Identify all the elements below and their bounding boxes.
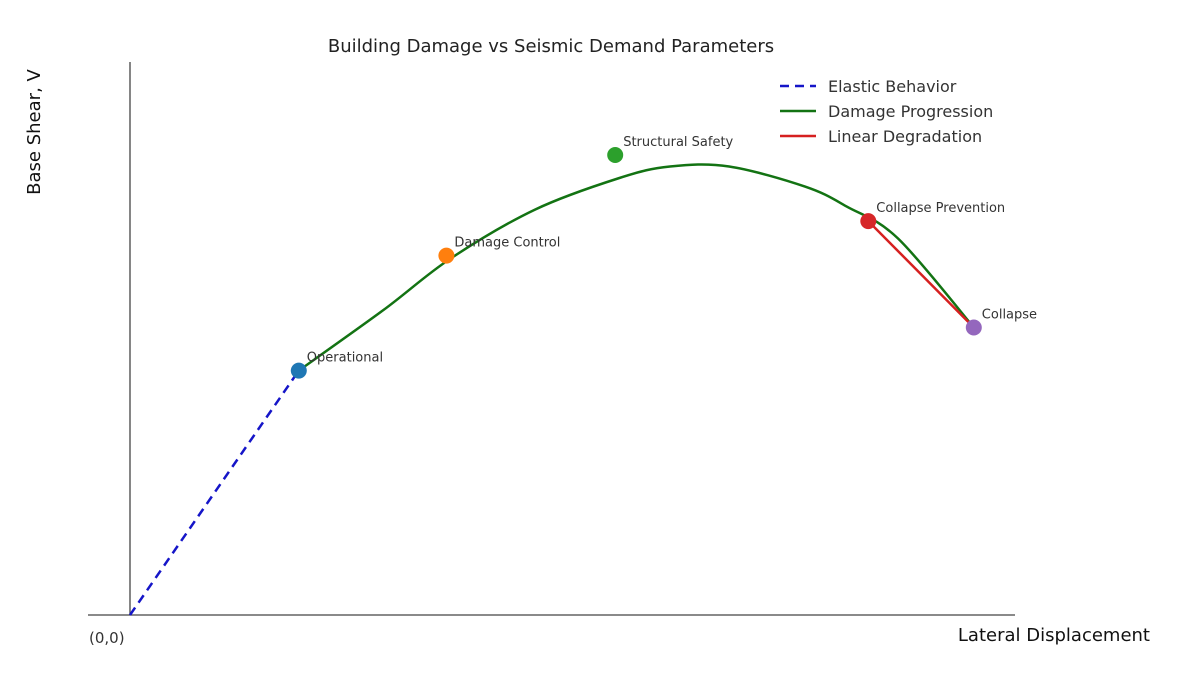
series-line-damage-progression xyxy=(298,163,975,372)
legend-label-damage-progression: Damage Progression xyxy=(828,102,993,121)
point-label-operational: Operational xyxy=(307,351,383,366)
y-axis-label: Base Shear, V xyxy=(24,68,45,194)
point-label-collapse: Collapse xyxy=(982,308,1037,323)
series-layer xyxy=(128,163,975,616)
point-damage-control xyxy=(438,247,455,264)
point-structural-safety xyxy=(607,147,624,163)
point-label-collapse-prevention: Collapse Prevention xyxy=(876,201,1005,216)
points-layer: Operational Damage Control Structural Safe… xyxy=(290,135,1037,379)
point-collapse-prevention xyxy=(860,213,877,230)
x-axis-label: Lateral Displacement xyxy=(958,625,1150,646)
legend-label-linear-degradation: Linear Degradation xyxy=(828,127,982,146)
series-line-linear-degradation xyxy=(867,220,975,329)
legend: Elastic Behavior Damage Progression Linear… xyxy=(780,77,993,146)
series-line-elastic-behavior xyxy=(128,369,300,616)
point-label-structural-safety: Structural Safety xyxy=(623,135,733,150)
point-label-damage-control: Damage Control xyxy=(454,236,560,251)
legend-label-elastic-behavior: Elastic Behavior xyxy=(828,77,957,96)
chart-title: Building Damage vs Seismic Demand Parame… xyxy=(328,36,774,57)
origin-label: (0,0) xyxy=(89,629,125,647)
point-operational xyxy=(290,362,307,379)
point-collapse xyxy=(965,319,982,336)
